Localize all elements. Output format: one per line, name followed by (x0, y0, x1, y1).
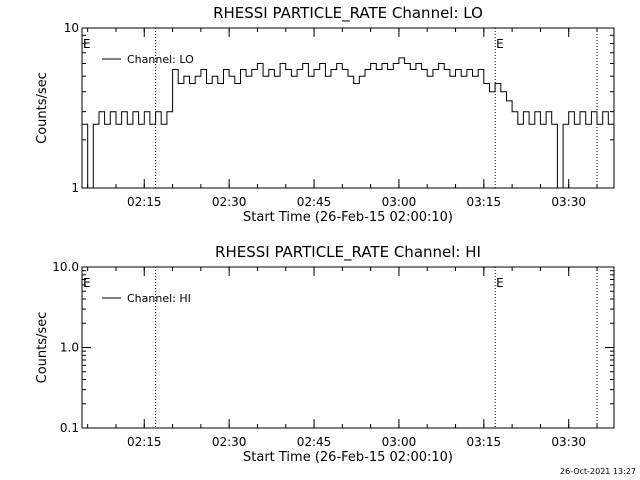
panel-channel-hi: RHESSI PARTICLE_RATE Channel: HI 02:15 02:… (35, 243, 615, 465)
x-tick-label: 03:15 (467, 195, 502, 209)
legend-label: Channel: HI (127, 292, 191, 305)
y-axis-label: Counts/sec (35, 72, 50, 144)
x-tick-label: 02:15 (127, 195, 162, 209)
x-tick-label: 02:30 (212, 195, 247, 209)
x-tick-label: 02:15 (127, 435, 162, 449)
chart-title: RHESSI PARTICLE_RATE Channel: LO (213, 4, 483, 23)
y-tick-label: 0.1 (60, 421, 79, 435)
x-axis-label: Start Time (26-Feb-15 02:00:10) (243, 450, 453, 465)
series-line-lo (82, 57, 615, 189)
x-tick-label: 03:30 (551, 435, 586, 449)
eclipse-flag: E (496, 37, 504, 51)
footer-timestamp: 26-Oct-2021 13:27 (560, 467, 636, 476)
panel-channel-lo: RHESSI PARTICLE_RATE Channel: LO 02:15 02:… (35, 4, 615, 225)
plot-frame (81, 27, 615, 189)
x-tick-label: 03:00 (382, 435, 417, 449)
x-tick-label: 03:30 (551, 195, 586, 209)
x-tick-label: 02:45 (297, 435, 332, 449)
x-tick-label: 03:15 (467, 435, 502, 449)
eclipse-flag: E (83, 276, 91, 290)
x-tick-label: 03:00 (382, 195, 417, 209)
y-tick-label: 1 (71, 181, 79, 195)
x-axis-label: Start Time (26-Feb-15 02:00:10) (243, 210, 453, 225)
x-tick-label: 02:30 (212, 435, 247, 449)
chart-title: RHESSI PARTICLE_RATE Channel: HI (215, 243, 481, 262)
y-tick-label: 10 (64, 21, 79, 35)
x-tick-label: 02:45 (297, 195, 332, 209)
y-axis-label: Counts/sec (35, 312, 50, 384)
eclipse-flag: E (83, 37, 91, 51)
eclipse-flag: E (496, 276, 504, 290)
y-tick-label: 10.0 (52, 260, 79, 274)
y-tick-label: 1.0 (60, 341, 79, 355)
legend-label: Channel: LO (127, 53, 194, 66)
